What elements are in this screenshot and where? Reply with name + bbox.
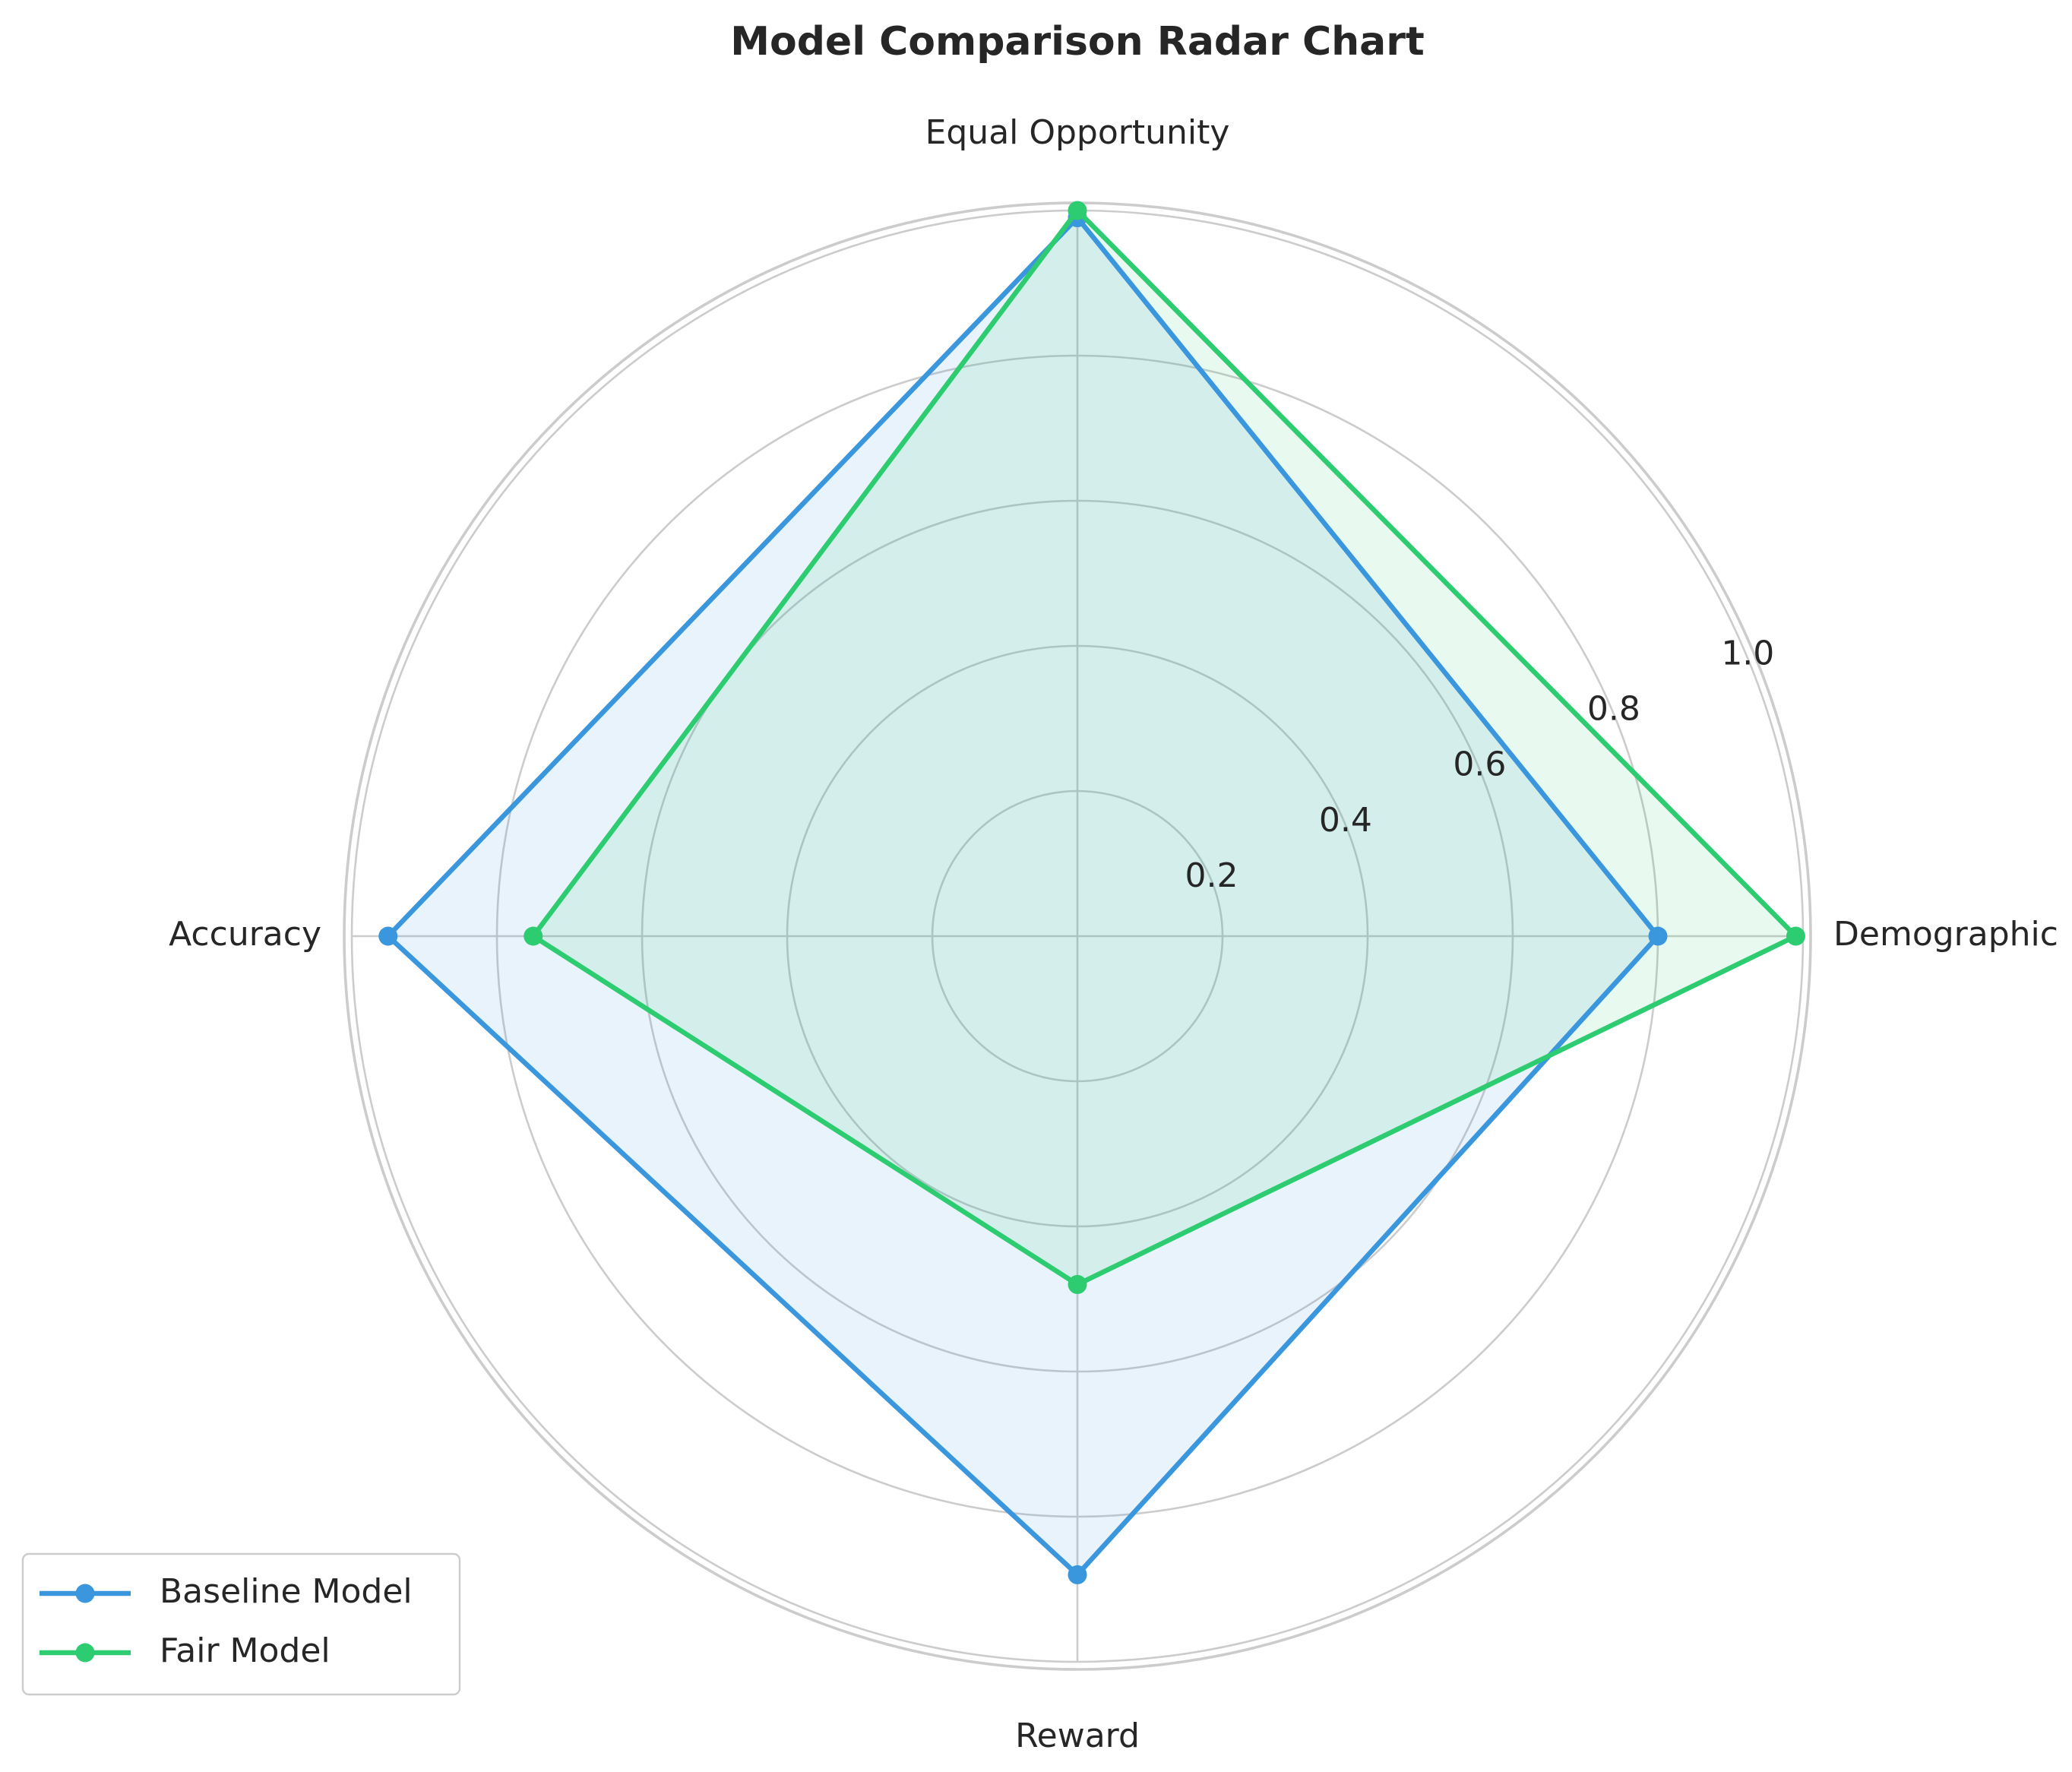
r-tick-label: 1.0 <box>1721 634 1774 673</box>
series-area <box>533 210 1796 1285</box>
data-point <box>1068 1274 1087 1294</box>
data-point <box>524 926 543 946</box>
data-point <box>1068 1565 1087 1584</box>
axis-label: Equal Opportunity <box>925 113 1230 152</box>
series-area <box>388 217 1658 1575</box>
data-point <box>378 926 398 946</box>
legend-label: Baseline Model <box>160 1572 413 1611</box>
data-point <box>1068 201 1087 220</box>
axis-label: Demographic Parity <box>1833 915 2072 954</box>
axis-label: Reward <box>1015 1717 1140 1755</box>
data-point <box>1648 926 1668 946</box>
legend-marker <box>75 1643 95 1663</box>
series <box>378 201 1805 1584</box>
data-point <box>1786 926 1805 946</box>
axis-label: Accuracy <box>169 915 321 954</box>
r-tick-label: 0.2 <box>1185 856 1238 895</box>
labels: 0.2 0.4 0.6 0.8 1.0 Demographic Parity Equal O… <box>169 113 2072 1755</box>
legend-box <box>21 1552 461 1696</box>
r-tick-label: 0.4 <box>1319 801 1372 840</box>
r-tick-label: 0.6 <box>1453 745 1506 784</box>
legend-label: Fair Model <box>160 1631 331 1670</box>
r-tick-label: 0.8 <box>1587 690 1640 729</box>
legend: Baseline Model Fair Model <box>21 1552 461 1696</box>
legend-marker <box>75 1584 95 1603</box>
chart-title: Model Comparison Radar Chart <box>730 19 1425 65</box>
